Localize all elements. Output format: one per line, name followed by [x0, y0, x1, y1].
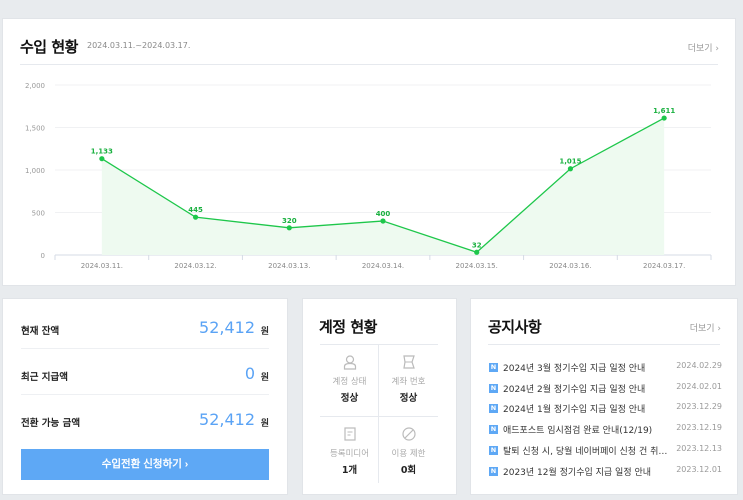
data-label: 1,015	[559, 158, 581, 166]
notice-item[interactable]: N 2024년 2월 정기수입 지급 일정 안내 2024.02.01	[489, 382, 722, 396]
account-cell-status: 계정 상태 정상	[320, 346, 379, 418]
y-tick-label: 1,500	[25, 125, 45, 133]
balance-row-recent: 최근 지급액 0 원	[21, 349, 269, 395]
cell-value: 0회	[400, 465, 417, 476]
new-badge-icon: N	[489, 466, 498, 476]
data-label: 320	[282, 217, 297, 225]
income-more-link[interactable]: 더보기 ›	[687, 44, 719, 54]
notice-title-text[interactable]: 2024년 1월 정기수입 지급 일정 안내	[503, 405, 646, 416]
data-point	[380, 218, 386, 224]
divider	[20, 64, 718, 65]
cell-label: 등록미디어	[329, 449, 370, 459]
notice-date: 2024.02.29	[676, 361, 722, 370]
notice-item[interactable]: N 애드포스트 임시점검 완료 안내(12/19) 2023.12.19	[489, 423, 722, 437]
bankbook-icon	[402, 355, 415, 369]
balance-unit: 원	[260, 373, 269, 383]
balance-unit: 원	[260, 327, 269, 337]
x-tick-label: 2024.03.15.	[456, 262, 498, 270]
notice-date: 2023.12.01	[676, 464, 722, 474]
convert-income-button[interactable]: 수입전환 신청하기 ›	[21, 449, 269, 480]
data-point	[661, 115, 667, 121]
x-tick-label: 2024.03.16.	[549, 262, 591, 270]
x-tick-label: 2024.03.14.	[362, 262, 404, 270]
data-point	[192, 214, 199, 220]
data-label: 1,611	[653, 107, 675, 115]
income-date-range: 2024.03.11.~2024.03.17.	[87, 41, 191, 50]
notice-title: 공지사항	[488, 318, 542, 336]
cell-value: 정상	[399, 393, 418, 404]
notice-title-text[interactable]: 2023년 12월 정기수입 지급 일정 안내	[503, 467, 652, 478]
x-tick-label: 2024.03.13.	[268, 262, 310, 270]
balance-row-current: 현재 잔액 52,412 원	[21, 303, 269, 349]
notice-item[interactable]: N 2024년 3월 정기수입 지급 일정 안내 2024.02.29	[489, 361, 722, 375]
balance-label: 전환 가능 금액	[21, 418, 81, 429]
balance-value: 0	[244, 364, 255, 383]
data-point	[567, 166, 574, 172]
notice-item[interactable]: N 2024년 1월 정기수입 지급 일정 안내 2023.12.29	[489, 402, 722, 416]
notice-title-text[interactable]: 애드포스트 임시점검 완료 안내(12/19)	[503, 426, 653, 437]
income-title: 수입 현황	[20, 38, 78, 56]
x-tick-label: 2024.03.12.	[174, 262, 216, 270]
account-cell-bank: 계좌 번호 정상	[379, 346, 438, 418]
balance-value: 52,412	[199, 410, 255, 429]
new-badge-icon: N	[489, 445, 498, 455]
y-tick-label: 0	[41, 252, 45, 260]
notice-panel: 공지사항 더보기 › N 2024년 3월 정기수입 지급 일정 안내 2024.0…	[470, 298, 738, 495]
area-fill	[101, 118, 665, 255]
data-label: 445	[188, 206, 203, 214]
notice-item[interactable]: N 2023년 12월 정기수입 지급 일정 안내 2023.12.01	[489, 465, 722, 479]
cell-label: 계좌 번호	[391, 377, 426, 387]
divider	[378, 345, 379, 483]
x-tick-label: 2024.03.11.	[81, 262, 123, 270]
prohibited-icon	[401, 427, 416, 441]
balance-value: 52,412	[199, 318, 255, 337]
document-icon	[343, 427, 356, 441]
divider	[320, 344, 438, 345]
notice-title-text[interactable]: 2024년 2월 정기수입 지급 일정 안내	[503, 384, 646, 395]
notice-title-text[interactable]: 탈퇴 신청 시, 당월 네이버페이 신청 건 취소 안내	[503, 446, 668, 457]
data-label: 1,133	[91, 148, 113, 156]
x-tick-label: 2024.03.17.	[643, 262, 685, 270]
notice-date: 2023.12.19	[676, 423, 722, 433]
cell-label: 계정 상태	[332, 377, 367, 387]
balance-label: 최근 지급액	[21, 372, 69, 383]
data-label: 400	[376, 210, 391, 218]
account-panel: 계정 현황 계정 상태 정상 계좌 번호 정상 등록미디어 1개 이용 제한 0…	[302, 298, 457, 495]
y-tick-label: 2,000	[25, 82, 45, 90]
account-cell-media: 등록미디어 1개	[320, 418, 379, 490]
data-point	[474, 249, 480, 255]
notice-date: 2023.12.13	[676, 443, 722, 453]
balance-unit: 원	[260, 419, 269, 429]
account-title: 계정 현황	[319, 318, 377, 336]
data-label: 32	[472, 241, 482, 249]
divider	[320, 416, 438, 417]
balance-label: 현재 잔액	[21, 326, 60, 337]
data-point	[99, 156, 105, 162]
cell-value: 정상	[340, 393, 359, 404]
balance-row-convertible: 전환 가능 금액 52,412 원	[21, 395, 269, 441]
cell-value: 1개	[341, 465, 358, 476]
income-panel: 수입 현황 2024.03.11.~2024.03.17. 더보기 › 0 500…	[2, 18, 736, 286]
notice-more-link[interactable]: 더보기 ›	[689, 324, 721, 334]
notice-date: 2024.02.01	[676, 381, 722, 391]
new-badge-icon: N	[489, 404, 498, 414]
new-badge-icon: N	[489, 363, 498, 372]
data-point	[286, 225, 292, 231]
balance-panel: 현재 잔액 52,412 원 최근 지급액 0 원 전환 가능 금액 52,41…	[2, 298, 288, 495]
y-tick-label: 500	[32, 210, 45, 218]
new-badge-icon: N	[489, 383, 498, 393]
y-tick-label: 1,000	[25, 167, 45, 175]
divider	[488, 344, 720, 345]
new-badge-icon: N	[489, 425, 498, 435]
notice-item[interactable]: N 탈퇴 신청 시, 당월 네이버페이 신청 건 취소 안내 2023.12.13	[489, 444, 722, 458]
cell-label: 이용 제한	[391, 449, 426, 459]
notice-title-text[interactable]: 2024년 3월 정기수입 지급 일정 안내	[503, 364, 646, 374]
notice-date: 2023.12.29	[676, 402, 722, 412]
income-chart: 0 500 1,000 1,500 2,000 1,133 2024.03.11. 445 20…	[25, 82, 712, 270]
user-icon	[343, 355, 356, 370]
account-cell-restriction: 이용 제한 0회	[379, 418, 438, 490]
